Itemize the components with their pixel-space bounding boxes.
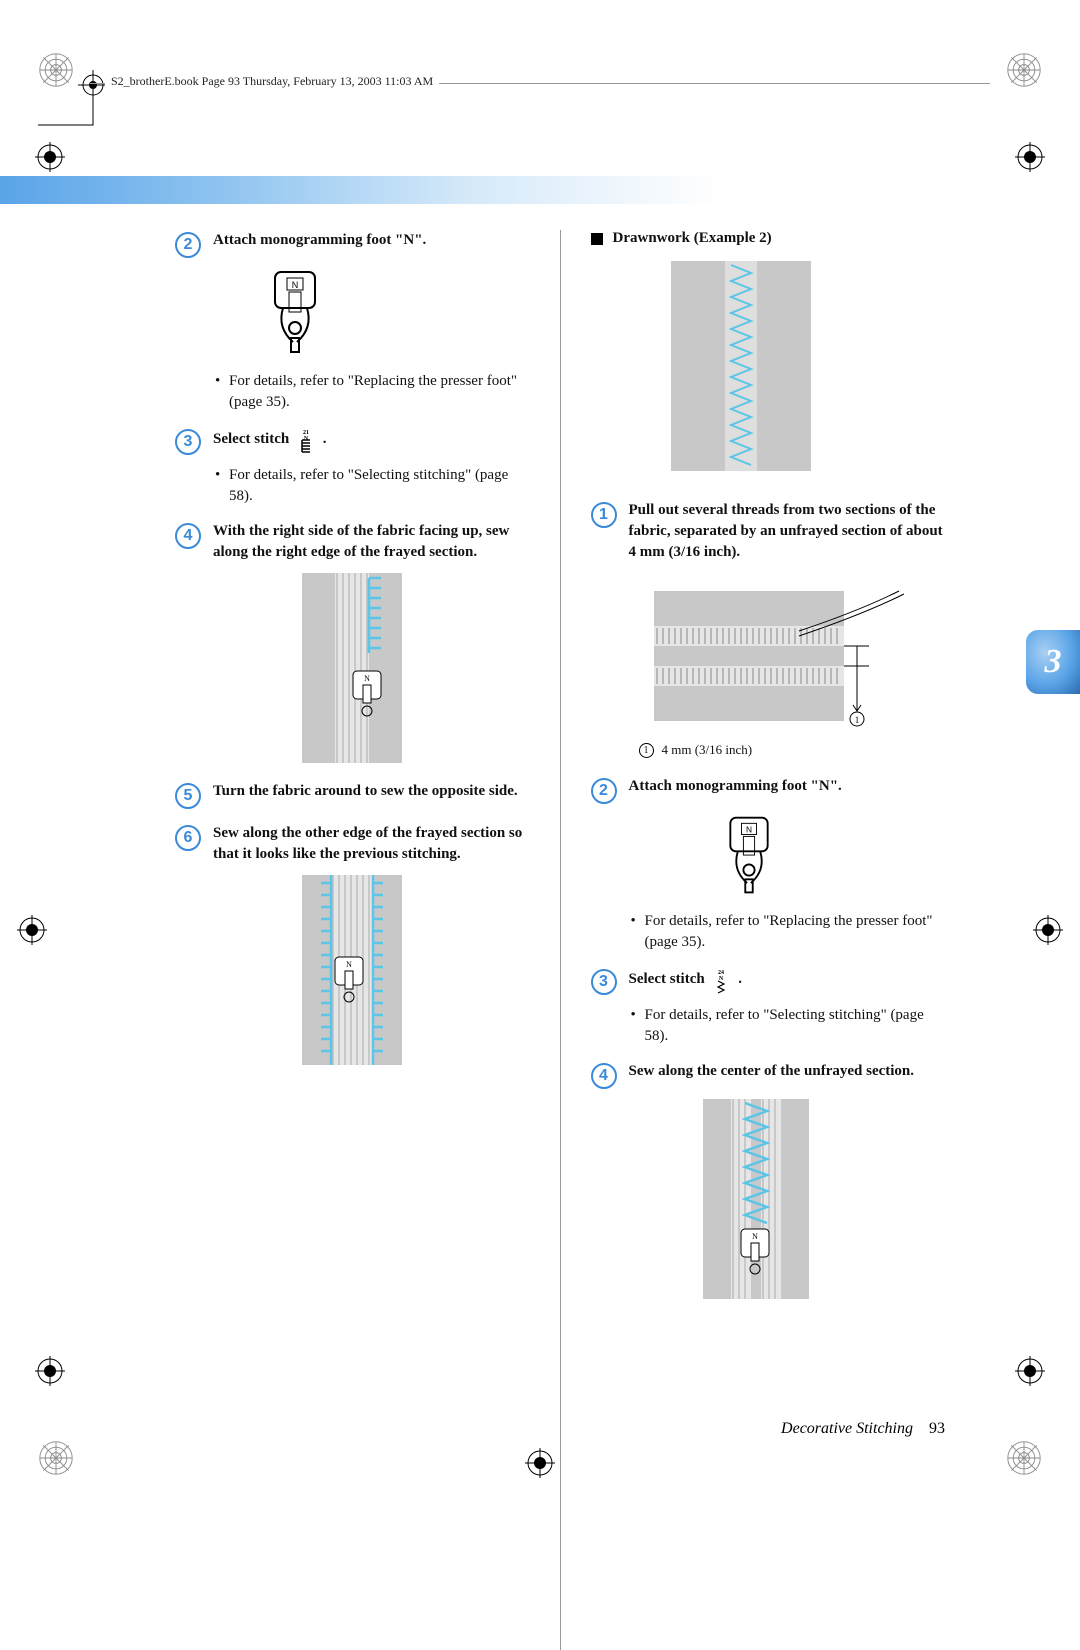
- step-badge: 4: [591, 1063, 617, 1089]
- step-badge: 1: [591, 502, 617, 528]
- running-head: S2_brotherE.book Page 93 Thursday, Febru…: [105, 74, 439, 89]
- sew-figure-2: N: [277, 875, 427, 1065]
- step-2: 2 Attach monogramming foot "N".: [591, 776, 946, 804]
- spiral-icon: [38, 1440, 74, 1476]
- chapter-tab: 3: [1026, 630, 1080, 694]
- footer-section: Decorative Stitching: [781, 1420, 913, 1437]
- column-divider: [560, 230, 561, 1650]
- step-badge: 2: [175, 232, 201, 258]
- crop-mark-icon: [38, 70, 108, 140]
- step-badge: 2: [591, 778, 617, 804]
- step-5: 5 Turn the fabric around to sew the oppo…: [175, 781, 530, 809]
- register-mark-icon: [17, 915, 47, 945]
- step-bullet: For details, refer to "Selecting stitchi…: [631, 1005, 946, 1047]
- step-bullet: For details, refer to "Replacing the pre…: [215, 371, 530, 413]
- register-mark-icon: [1015, 142, 1045, 172]
- register-mark-icon: [35, 142, 65, 172]
- step-title-after: .: [323, 431, 327, 447]
- step-title: With the right side of the fabric facing…: [213, 523, 509, 560]
- step-title: Sew along the other edge of the frayed s…: [213, 825, 522, 862]
- register-mark-icon: [1015, 1356, 1045, 1386]
- step-title: Attach monogramming foot "N".: [629, 778, 842, 794]
- step-title-before: Select stitch: [629, 971, 709, 987]
- spiral-icon: [1006, 52, 1042, 88]
- footer-page: 93: [929, 1420, 945, 1437]
- stitch-icon: 21 N: [297, 427, 315, 453]
- step-title-after: .: [738, 971, 742, 987]
- callout-number: 1: [639, 743, 654, 758]
- sew-figure-3: N: [681, 1099, 831, 1289]
- step-title: Pull out several threads from two sectio…: [629, 502, 943, 560]
- svg-text:N: N: [292, 280, 299, 290]
- step-title: Sew along the center of the unfrayed sec…: [629, 1063, 915, 1079]
- square-bullet-icon: [591, 233, 603, 245]
- step-1: 1 Pull out several threads from two sect…: [591, 500, 946, 563]
- step-badge: 5: [175, 783, 201, 809]
- step-bullet: For details, refer to "Selecting stitchi…: [215, 465, 530, 507]
- section-title: Drawnwork (Example 2): [613, 230, 772, 247]
- svg-text:N: N: [719, 976, 724, 982]
- step-title-before: Select stitch: [213, 431, 293, 447]
- callout-label: 4 mm (3/16 inch): [662, 742, 753, 758]
- step-3: 3 Select stitch 21 N .: [175, 427, 530, 455]
- section-heading: Drawnwork (Example 2): [591, 230, 946, 247]
- step-badge: 3: [175, 429, 201, 455]
- pullthread-figure: 1: [639, 581, 946, 736]
- register-mark-icon: [35, 1356, 65, 1386]
- step-badge: 6: [175, 825, 201, 851]
- step-4: 4 With the right side of the fabric faci…: [175, 521, 530, 563]
- step-badge: 3: [591, 969, 617, 995]
- step-6: 6 Sew along the other edge of the frayed…: [175, 823, 530, 865]
- presser-foot-figure: N: [721, 814, 946, 903]
- left-column: 2 Attach monogramming foot "N". N For de…: [175, 230, 530, 1650]
- example-figure: [651, 261, 831, 476]
- page-banner: [0, 176, 720, 204]
- stitch-icon: 24 N: [712, 967, 730, 993]
- register-mark-icon: [1033, 915, 1063, 945]
- svg-text:N: N: [745, 825, 751, 835]
- step-title: Turn the fabric around to sew the opposi…: [213, 783, 518, 799]
- step-3: 3 Select stitch 24 N .: [591, 967, 946, 995]
- svg-text:N: N: [304, 436, 309, 442]
- presser-foot-figure: N: [265, 268, 530, 363]
- svg-text:N: N: [752, 1232, 758, 1241]
- step-bullet: For details, refer to "Replacing the pre…: [631, 911, 946, 953]
- chapter-number: 3: [1045, 643, 1062, 681]
- step-4: 4 Sew along the center of the unfrayed s…: [591, 1061, 946, 1089]
- step-2: 2 Attach monogramming foot "N".: [175, 230, 530, 258]
- svg-text:1: 1: [854, 715, 859, 725]
- page-footer: Decorative Stitching 93: [781, 1420, 945, 1438]
- step-badge: 4: [175, 523, 201, 549]
- sew-figure-1: N: [277, 573, 427, 763]
- figure-callout: 1 4 mm (3/16 inch): [639, 742, 946, 758]
- svg-text:N: N: [346, 960, 352, 969]
- step-title: Attach monogramming foot "N".: [213, 232, 426, 248]
- svg-text:N: N: [364, 674, 370, 683]
- spiral-icon: [1006, 1440, 1042, 1476]
